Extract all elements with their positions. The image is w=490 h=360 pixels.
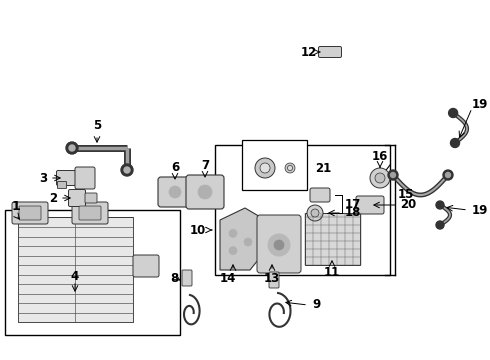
Text: 13: 13 [264,272,280,285]
Text: 2: 2 [49,192,57,204]
Bar [5,210,180,335]
FancyBboxPatch shape [79,206,101,220]
Circle shape [436,221,444,229]
Circle shape [274,240,284,250]
Circle shape [370,168,390,188]
Circle shape [288,166,293,171]
Circle shape [229,247,237,255]
Text: 4: 4 [71,270,79,284]
FancyBboxPatch shape [57,181,67,189]
Bar [18,217,133,322]
Text: 17: 17 [345,198,361,211]
Text: 15: 15 [398,189,415,202]
FancyBboxPatch shape [56,171,75,185]
Circle shape [121,164,133,176]
Text: 7: 7 [201,159,209,172]
Circle shape [260,163,270,173]
FancyBboxPatch shape [186,175,224,209]
FancyBboxPatch shape [72,202,108,224]
Circle shape [450,139,460,148]
Circle shape [255,158,275,178]
Text: 1: 1 [12,200,21,213]
FancyBboxPatch shape [310,188,330,202]
Circle shape [285,163,295,173]
Text: 21: 21 [315,162,331,175]
Text: 19: 19 [472,99,489,112]
FancyBboxPatch shape [158,177,192,207]
Circle shape [307,205,323,221]
Text: 14: 14 [220,272,236,285]
FancyBboxPatch shape [257,215,301,273]
Text: 3: 3 [39,171,47,184]
FancyBboxPatch shape [269,272,279,288]
Bar [305,213,360,265]
Circle shape [169,186,181,198]
Circle shape [445,172,450,177]
Circle shape [229,229,237,237]
FancyBboxPatch shape [133,255,159,277]
FancyBboxPatch shape [85,193,97,203]
Circle shape [391,172,395,177]
Circle shape [443,170,453,180]
Circle shape [66,142,78,154]
Text: 18: 18 [345,207,362,220]
FancyBboxPatch shape [318,46,342,58]
Polygon shape [220,208,262,270]
FancyBboxPatch shape [75,167,95,189]
FancyBboxPatch shape [19,206,41,220]
Circle shape [69,145,75,151]
Circle shape [124,167,130,173]
Text: 11: 11 [324,266,340,279]
Text: 20: 20 [400,198,416,211]
Circle shape [244,238,252,246]
Text: 5: 5 [93,119,101,132]
Circle shape [388,170,398,180]
Text: 10: 10 [190,224,206,237]
FancyBboxPatch shape [12,202,48,224]
Circle shape [449,108,458,117]
Bar [215,145,390,275]
Text: 16: 16 [372,150,388,163]
Circle shape [311,209,319,217]
Bar [242,140,307,190]
Circle shape [198,185,212,199]
Text: 9: 9 [312,298,320,311]
FancyBboxPatch shape [182,270,192,286]
Circle shape [268,234,290,256]
Circle shape [375,173,385,183]
Text: 8: 8 [170,271,178,284]
Text: 6: 6 [171,161,179,174]
Text: 19: 19 [472,203,489,216]
FancyBboxPatch shape [69,189,85,207]
Circle shape [436,201,444,209]
FancyBboxPatch shape [356,196,384,214]
Text: 12: 12 [301,45,317,58]
